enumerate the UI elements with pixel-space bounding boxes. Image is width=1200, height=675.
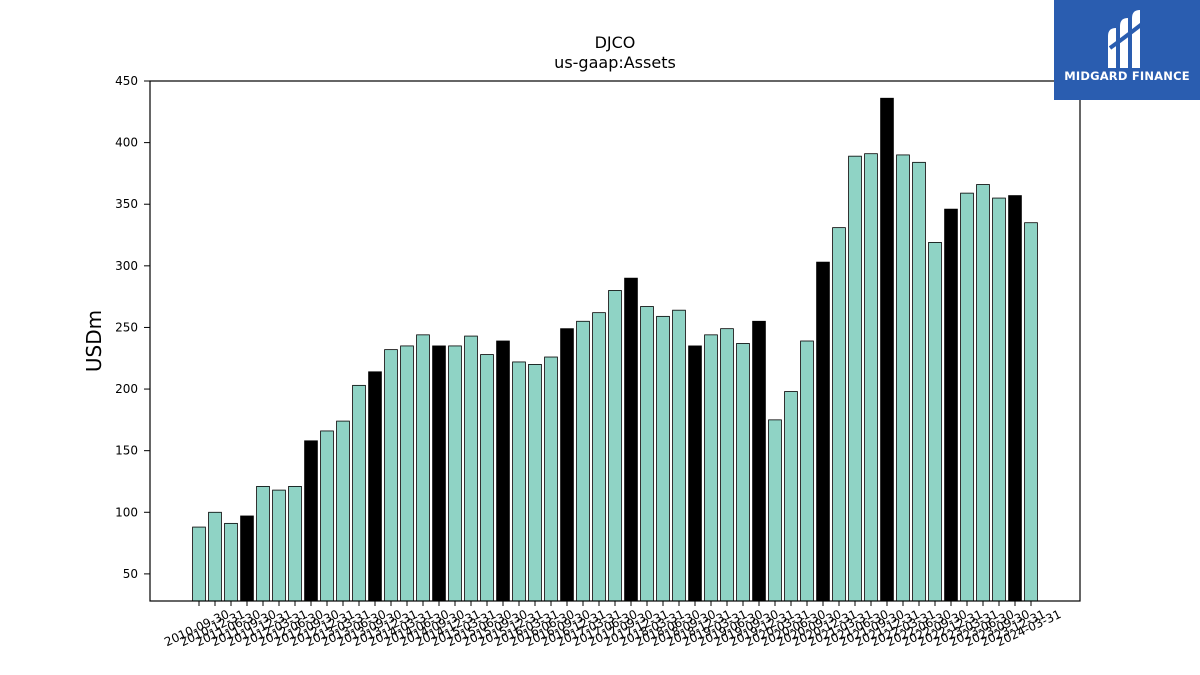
bar (928, 242, 942, 602)
bar (768, 419, 782, 602)
bar (800, 340, 814, 602)
logo-text: MIDGARD FINANCE (1064, 69, 1190, 83)
bar (272, 489, 286, 602)
bar (512, 361, 526, 602)
y-tick-label: 250 (115, 320, 138, 334)
bar (752, 320, 766, 602)
y-axis: 50 100 150 200 250 300 350 400 450 (115, 74, 150, 581)
chart-title: DJCO (595, 33, 636, 52)
bar (1024, 222, 1038, 602)
bar (320, 430, 334, 602)
bar (624, 277, 638, 602)
bar (656, 315, 670, 602)
y-axis-label: USDm (82, 310, 106, 372)
x-axis: 2010-09-302010-12-312011-06-302011-09-30… (162, 601, 1063, 649)
y-tick-label: 150 (115, 444, 138, 458)
bar (592, 312, 606, 602)
y-tick-label: 100 (115, 505, 138, 519)
bar (704, 334, 718, 602)
bar (944, 208, 958, 602)
bar (432, 345, 446, 602)
chart-subtitle: us-gaap:Assets (554, 53, 676, 72)
bar (400, 345, 414, 602)
y-tick-label: 300 (115, 259, 138, 273)
bar (368, 371, 382, 602)
bar (528, 364, 542, 602)
bar (912, 161, 926, 602)
bar (240, 515, 254, 602)
bar (480, 354, 494, 602)
y-tick-label: 400 (115, 136, 138, 150)
bars-group (192, 97, 1038, 602)
bar (848, 155, 862, 602)
bar (224, 522, 238, 602)
bar (576, 320, 590, 602)
bar (688, 345, 702, 602)
bar (560, 328, 574, 602)
bar (336, 420, 350, 602)
bar (976, 184, 990, 602)
bar (992, 197, 1006, 602)
y-tick-label: 350 (115, 197, 138, 211)
bar (304, 440, 318, 602)
bar (960, 192, 974, 602)
bar (832, 227, 846, 602)
bar (608, 290, 622, 602)
bar (448, 345, 462, 602)
bar (208, 511, 222, 602)
bar (352, 384, 366, 602)
midgard-m-logo-icon (1108, 10, 1144, 68)
bar (192, 526, 206, 602)
bar (720, 328, 734, 602)
bar (672, 309, 686, 602)
bar (384, 349, 398, 602)
y-tick-label: 50 (123, 567, 138, 581)
bar (896, 154, 910, 602)
bar (640, 306, 654, 602)
bar (544, 356, 558, 602)
plot-frame (149, 80, 1081, 602)
midgard-finance-logo: MIDGARD FINANCE (1054, 0, 1200, 100)
y-tick-label: 450 (115, 74, 138, 88)
bar (864, 153, 878, 602)
bar (736, 343, 750, 602)
bar (784, 391, 798, 602)
bar (1008, 195, 1022, 602)
bar (256, 485, 270, 602)
bar (288, 485, 302, 602)
bar (496, 340, 510, 602)
bar (816, 261, 830, 602)
bar (416, 334, 430, 602)
bar (464, 335, 478, 602)
bar (880, 97, 894, 602)
y-tick-label: 200 (115, 382, 138, 396)
